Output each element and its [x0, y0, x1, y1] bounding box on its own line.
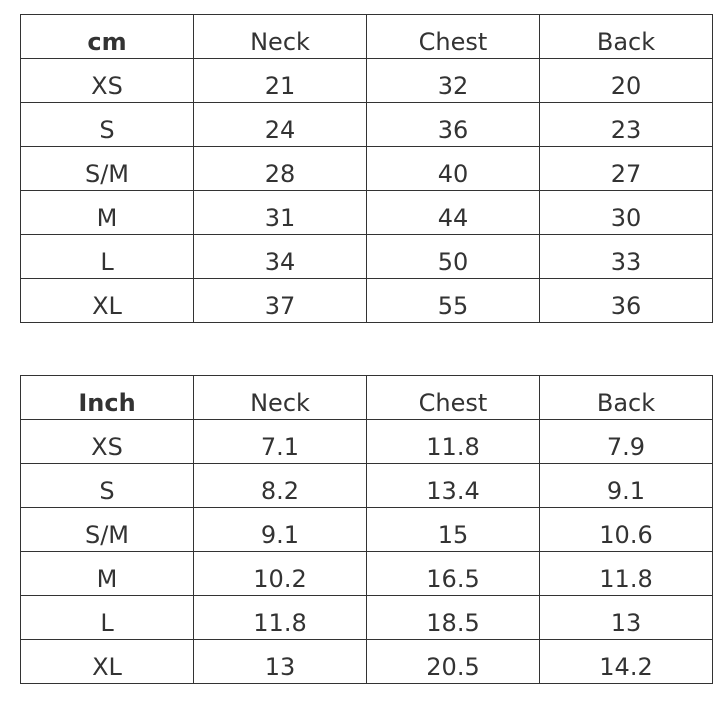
cell: 15 — [366, 507, 540, 552]
table-row: M 31 44 30 — [20, 190, 713, 235]
cell: 13 — [193, 639, 367, 684]
cell: 9.1 — [193, 507, 367, 552]
cell: 9.1 — [539, 463, 713, 508]
header-row: Inch Neck Chest Back — [20, 375, 713, 420]
cell: 7.9 — [539, 419, 713, 464]
cell: 10.6 — [539, 507, 713, 552]
size-label: S/M — [20, 146, 194, 191]
cell: 30 — [539, 190, 713, 235]
column-header: Neck — [193, 375, 367, 420]
cell: 32 — [366, 58, 540, 103]
size-label: M — [20, 551, 194, 596]
column-header: Chest — [366, 14, 540, 59]
cell: 13 — [539, 595, 713, 640]
column-header: Back — [539, 375, 713, 420]
cell: 40 — [366, 146, 540, 191]
column-header: Neck — [193, 14, 367, 59]
cell: 11.8 — [366, 419, 540, 464]
cell: 28 — [193, 146, 367, 191]
column-header: Chest — [366, 375, 540, 420]
size-label: XS — [20, 58, 194, 103]
cell: 24 — [193, 102, 367, 147]
cell: 23 — [539, 102, 713, 147]
cell: 21 — [193, 58, 367, 103]
column-header: Back — [539, 14, 713, 59]
cell: 13.4 — [366, 463, 540, 508]
cell: 7.1 — [193, 419, 367, 464]
size-label: S/M — [20, 507, 194, 552]
table-row: XL 13 20.5 14.2 — [20, 639, 713, 684]
cell: 20 — [539, 58, 713, 103]
size-label: L — [20, 234, 194, 279]
size-label: XS — [20, 419, 194, 464]
size-table-inch: Inch Neck Chest Back XS 7.1 11.8 7.9 S 8.2 13.4 9.1… — [20, 375, 713, 684]
table-row: XL 37 55 36 — [20, 278, 713, 323]
table-row: S 8.2 13.4 9.1 — [20, 463, 713, 508]
size-label: L — [20, 595, 194, 640]
header-row: cm Neck Chest Back — [20, 14, 713, 59]
cell: 50 — [366, 234, 540, 279]
cell: 10.2 — [193, 551, 367, 596]
size-label: M — [20, 190, 194, 235]
cell: 14.2 — [539, 639, 713, 684]
cell: 33 — [539, 234, 713, 279]
size-label: XL — [20, 639, 194, 684]
cell: 16.5 — [366, 551, 540, 596]
table-row: L 34 50 33 — [20, 234, 713, 279]
cell: 31 — [193, 190, 367, 235]
cell: 11.8 — [539, 551, 713, 596]
cell: 34 — [193, 234, 367, 279]
size-table-cm: cm Neck Chest Back XS 21 32 20 S 24 36 23 S/M 28 40 27 M… — [20, 14, 713, 323]
cell: 11.8 — [193, 595, 367, 640]
unit-header: cm — [20, 14, 194, 59]
cell: 18.5 — [366, 595, 540, 640]
table-row: S/M 28 40 27 — [20, 146, 713, 191]
table-row: M 10.2 16.5 11.8 — [20, 551, 713, 596]
table-row: S/M 9.1 15 10.6 — [20, 507, 713, 552]
cell: 36 — [366, 102, 540, 147]
table-row: XS 21 32 20 — [20, 58, 713, 103]
size-label: S — [20, 463, 194, 508]
cell: 55 — [366, 278, 540, 323]
unit-header: Inch — [20, 375, 194, 420]
size-label: S — [20, 102, 194, 147]
cell: 36 — [539, 278, 713, 323]
table-row: L 11.8 18.5 13 — [20, 595, 713, 640]
size-label: XL — [20, 278, 194, 323]
cell: 8.2 — [193, 463, 367, 508]
cell: 37 — [193, 278, 367, 323]
table-row: S 24 36 23 — [20, 102, 713, 147]
table-row: XS 7.1 11.8 7.9 — [20, 419, 713, 464]
cell: 20.5 — [366, 639, 540, 684]
cell: 27 — [539, 146, 713, 191]
cell: 44 — [366, 190, 540, 235]
